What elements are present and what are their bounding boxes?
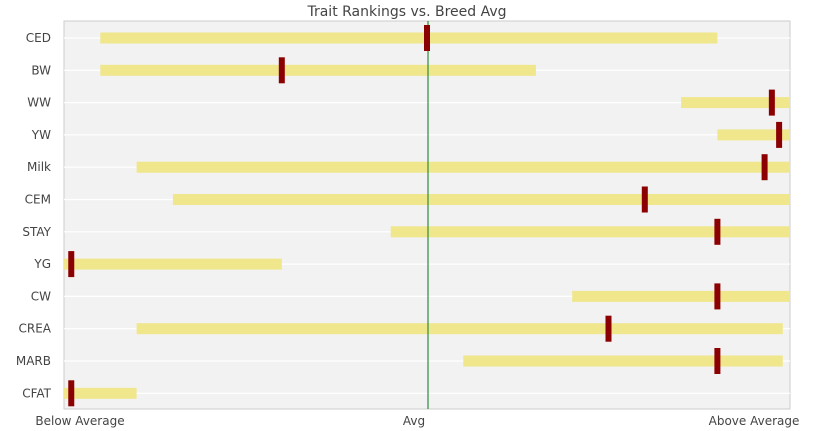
marker-cfat — [68, 380, 75, 407]
marker-yg — [68, 251, 75, 278]
range-bar-ww — [681, 97, 790, 109]
range-bar-stay — [390, 226, 790, 238]
range-bar-cw — [572, 290, 790, 302]
y-tick-label-crea: CREA — [18, 322, 51, 336]
range-bar-yg — [64, 258, 282, 270]
y-tick-label-cfat: CFAT — [22, 386, 51, 400]
marker-stay — [714, 218, 721, 245]
plot-area — [63, 20, 791, 410]
markers — [68, 25, 783, 407]
y-axis-labels: CED BW WW YW Milk CEM STAY YG CW CREA MARB CFAT — [16, 31, 52, 400]
y-tick-label-milk: Milk — [27, 160, 51, 174]
x-tick-label-avg: Avg — [403, 414, 425, 428]
range-bars — [64, 32, 791, 399]
range-bar-crea — [136, 323, 783, 335]
marker-yw — [776, 121, 783, 148]
marker-cem — [641, 186, 648, 213]
range-bar-bw — [100, 64, 536, 76]
range-bar-marb — [463, 355, 783, 367]
y-tick-label-cem: CEM — [25, 193, 51, 207]
chart-title: Trait Rankings vs. Breed Avg — [306, 4, 506, 20]
marker-ww — [768, 89, 775, 116]
marker-bw — [278, 57, 285, 84]
y-tick-label-ced: CED — [26, 31, 51, 45]
y-tick-label-ww: WW — [27, 96, 51, 110]
marker-crea — [605, 315, 612, 342]
y-tick-label-yg: YG — [33, 257, 51, 271]
range-bar-milk — [136, 161, 791, 173]
range-bar-cem — [172, 194, 790, 205]
y-tick-label-cw: CW — [31, 289, 51, 303]
x-axis-labels: Below Average Avg Above Average — [35, 414, 799, 428]
x-tick-label-above-average: Above Average — [709, 414, 800, 428]
y-tick-label-marb: MARB — [16, 354, 51, 368]
x-tick-label-below-average: Below Average — [35, 414, 124, 428]
range-bar-ced — [100, 32, 718, 44]
marker-milk — [761, 154, 768, 181]
y-tick-label-bw: BW — [31, 63, 51, 77]
y-tick-label-yw: YW — [31, 128, 51, 142]
marker-cw — [714, 283, 721, 310]
marker-marb — [714, 348, 721, 374]
range-bar-yw — [717, 129, 790, 141]
y-tick-label-stay: STAY — [22, 225, 51, 239]
marker-ced — [424, 25, 430, 51]
range-bar-cfat — [64, 387, 137, 399]
